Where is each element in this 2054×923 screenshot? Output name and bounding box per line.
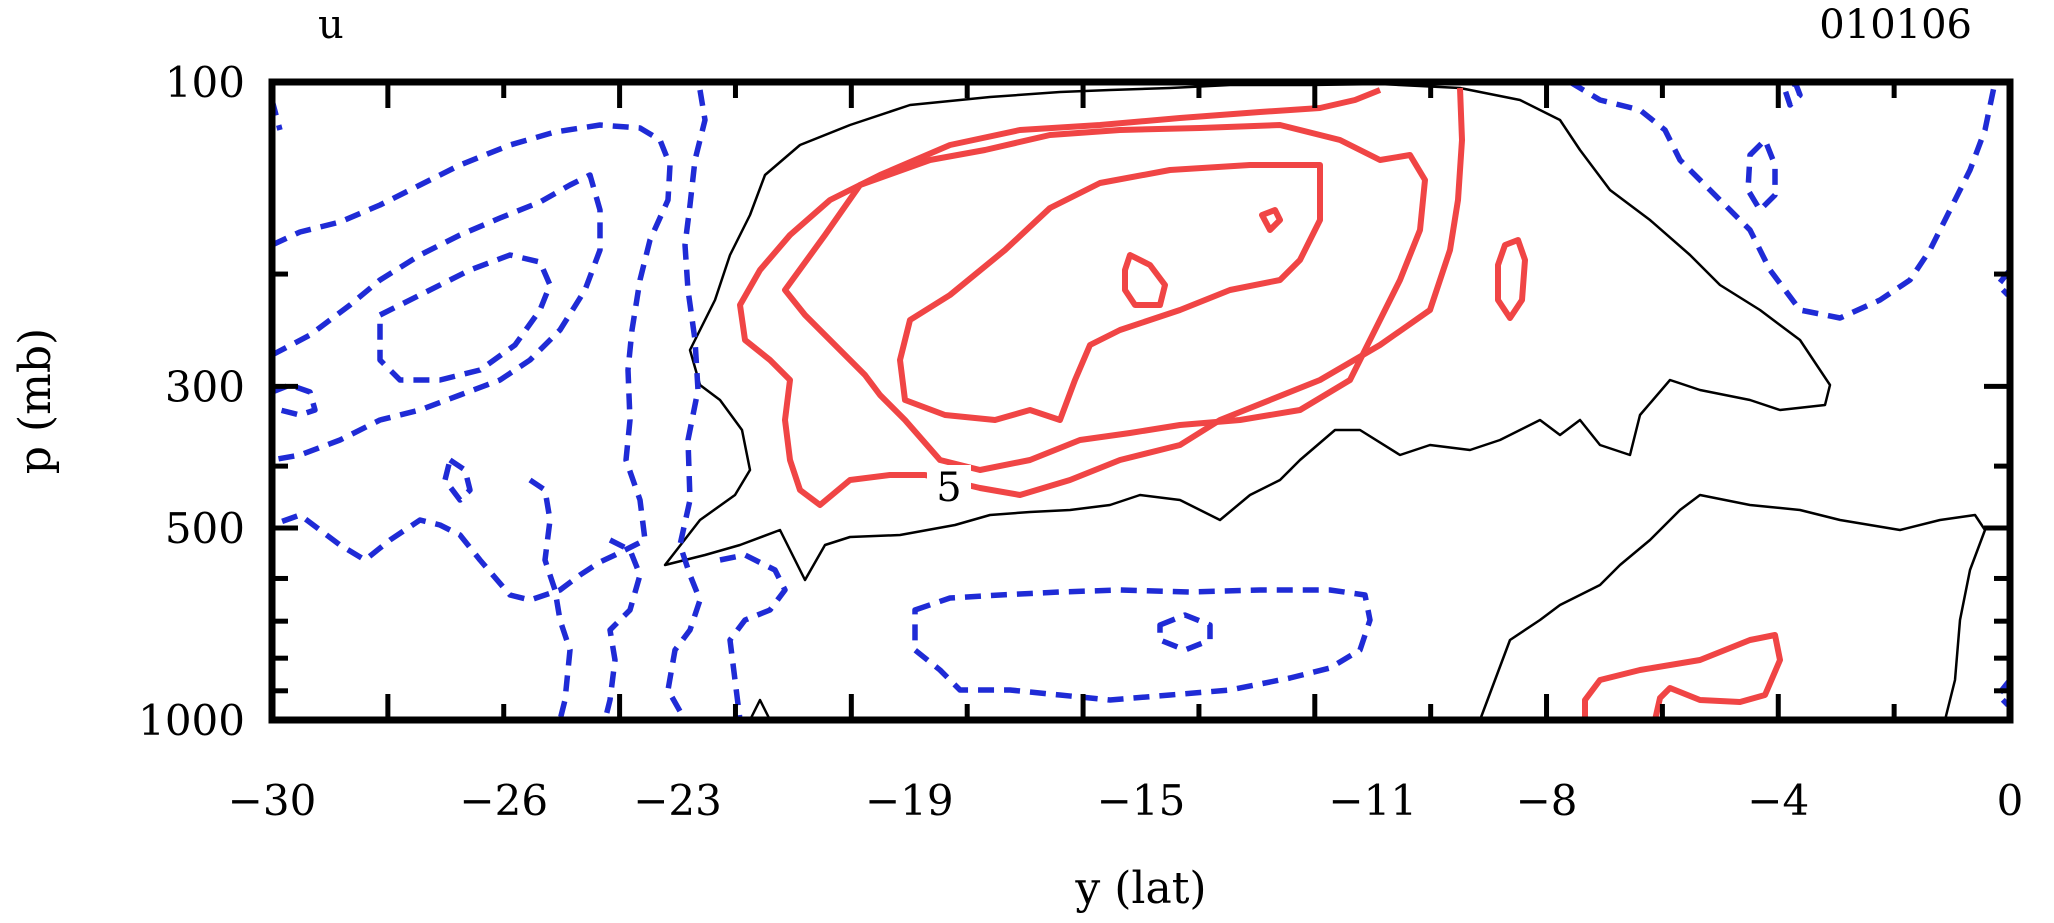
x-tick-label: −15 [1097,776,1186,825]
x-tick-label: 0 [1997,776,2024,825]
negative-contour-lowlevel-center [912,587,1373,703]
zero-contour-fragment [748,698,772,721]
positive-contour-15 [897,162,1323,423]
negative-contour-lowlevel-west-b [602,537,643,721]
y-axis-label: p (mb) [10,328,61,474]
x-tick-label: −30 [228,776,317,825]
negative-contour-lowlevel-inner [1157,612,1213,653]
contour-lines [269,79,2013,722]
negative-contour-west-tiny [442,457,473,503]
x-tick-label: −26 [459,776,548,825]
chart-title-date: 010106 [1819,2,1972,48]
x-tick-label: −19 [865,776,954,825]
negative-contour-east-inner [1745,137,1778,213]
y-tick-label: 1000 [138,696,245,745]
y-axis-ticks: 100 300 500 1000 [138,58,2010,745]
positive-contour-lowlevel [1582,632,1783,721]
negative-contour-east-top [1568,79,1998,321]
negative-contour-east-corner [1782,79,1803,108]
y-tick-label: 300 [165,362,245,411]
plot-frame [268,78,2014,724]
x-tick-label: −11 [1328,776,1417,825]
x-tick-label: −4 [1747,776,1809,825]
contour-label: 5 [936,465,961,511]
negative-contour-lowlevel-west-c [719,552,788,721]
positive-contour-5 [737,87,1465,508]
x-axis-label: y (lat) [1074,863,1206,914]
y-tick-label: 100 [165,58,245,107]
zero-contour-lower [1478,493,1987,721]
negative-contour-lowlevel-west [528,477,573,721]
contour-label-bg [927,465,971,509]
positive-contour-small [1495,237,1528,321]
chart-title-variable: u [318,2,344,48]
positive-contour-10 [782,122,1428,473]
negative-contour-west-edge [271,382,318,418]
y-tick-label: 500 [165,504,245,553]
x-tick-label: −23 [633,776,722,825]
zero-contour-upper [663,82,1832,582]
positive-contour-20b [1259,207,1283,233]
x-tick-label: −8 [1516,776,1578,825]
positive-contour-20 [1122,252,1168,308]
negative-contour-center-col [665,89,708,722]
x-axis-ticks: −30 −26 −23 −19 −15 −11 −8 −4 0 [228,82,2024,825]
negative-contour-west-mid [270,172,603,463]
negative-contour-west-outer [270,122,673,603]
negative-contour-west-inner [377,252,553,383]
